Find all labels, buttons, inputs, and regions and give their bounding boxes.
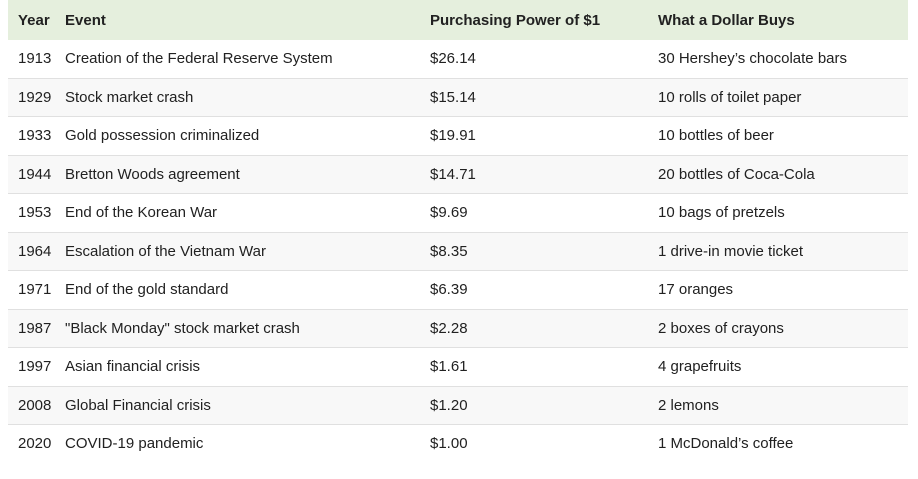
table-row: 1964 Escalation of the Vietnam War $8.35 1 …	[8, 232, 908, 271]
cell-power: $8.35	[430, 232, 658, 271]
cell-power: $15.14	[430, 78, 658, 117]
table-row: 1953 End of the Korean War $9.69 10 bags of…	[8, 193, 908, 233]
column-header-event: Event	[65, 0, 430, 40]
cell-event: Creation of the Federal Reserve System	[65, 40, 430, 79]
table-row: 1997 Asian financial crisis $1.61 4 grapefr…	[8, 347, 908, 387]
cell-buys: 30 Hershey’s chocolate bars	[658, 40, 908, 79]
cell-year: 2020	[18, 435, 52, 453]
cell-power: $9.69	[430, 193, 658, 233]
cell-year: 1964	[8, 232, 65, 271]
table-header: Year Event Purchasing Power of $1 What a…	[8, 0, 908, 40]
cell-power: $14.71	[430, 155, 658, 194]
table-row: 1933 Gold possession criminalized $19.91 10…	[8, 116, 908, 156]
purchasing-power-table: Year Event Purchasing Power of $1 What a…	[8, 0, 908, 463]
column-header-year: Year	[8, 0, 65, 40]
cell-year: 2008	[8, 386, 65, 425]
table-body: 1913 Creation of the Federal Reserve Syst…	[8, 40, 908, 463]
cell-power: $19.91	[430, 116, 658, 156]
cell-year: 1933	[8, 116, 65, 156]
cell-event: Bretton Woods agreement	[65, 155, 430, 194]
cell-event: COVID-19 pandemic	[65, 435, 204, 453]
cell-buys: 4 grapefruits	[658, 347, 908, 387]
cell-buys: 17 oranges	[658, 270, 908, 310]
table-row: 1971 End of the gold standard $6.39 17 oran…	[8, 270, 908, 310]
cell-buys: 10 bottles of beer	[658, 116, 908, 156]
table-row: 1987 "Black Monday" stock market crash $2.…	[8, 309, 908, 348]
cell-year: 1953	[8, 193, 65, 233]
column-header-what-a-dollar-buys: What a Dollar Buys	[658, 0, 908, 40]
table-row: 1944 Bretton Woods agreement $14.71 20 bott…	[8, 155, 908, 194]
cell-year: 1929	[8, 78, 65, 117]
header-row: Year Event Purchasing Power of $1 What a…	[8, 0, 908, 40]
cell-event: Asian financial crisis	[65, 347, 430, 387]
cell-buys: 2 boxes of crayons	[658, 309, 908, 348]
cell-event: Escalation of the Vietnam War	[65, 232, 430, 271]
table-row: 2008 Global Financial crisis $1.20 2 lemons	[8, 386, 908, 425]
cell-year: 1997	[8, 347, 65, 387]
cell-event: End of the Korean War	[65, 193, 430, 233]
cell-buys: 1 drive-in movie ticket	[658, 232, 908, 271]
cell-buys: 20 bottles of Coca-Cola	[658, 155, 908, 194]
cell-power: $2.28	[430, 309, 658, 348]
table-row: 1929 Stock market crash $15.14 10 rolls of …	[8, 78, 908, 117]
cell-event: Stock market crash	[65, 78, 430, 117]
cell-power: $1.00	[430, 435, 468, 453]
cell-year: 1971	[8, 270, 65, 310]
cell-power: $6.39	[430, 270, 658, 310]
cell-event: Global Financial crisis	[65, 386, 430, 425]
table-row: 2020 COVID-19 pandemic $1.00 1 McDonald’s c…	[8, 424, 908, 463]
cell-buys: 10 rolls of toilet paper	[658, 78, 908, 117]
cell-buys: 1 McDonald’s coffee	[658, 435, 794, 453]
table-row: 1913 Creation of the Federal Reserve Syst…	[8, 40, 908, 79]
cell-event: End of the gold standard	[65, 270, 430, 310]
cell-event: "Black Monday" stock market crash	[65, 309, 430, 348]
cell-buys: 2 lemons	[658, 386, 908, 425]
cell-buys: 10 bags of pretzels	[658, 193, 908, 233]
cell-power: $1.20	[430, 386, 658, 425]
cell-event: Gold possession criminalized	[65, 116, 430, 156]
cell-power: $26.14	[430, 40, 658, 79]
column-header-purchasing-power: Purchasing Power of $1	[430, 0, 658, 40]
cell-year: 1913	[8, 40, 65, 79]
cell-power: $1.61	[430, 347, 658, 387]
cell-year: 1987	[8, 309, 65, 348]
cell-year: 1944	[8, 155, 65, 194]
